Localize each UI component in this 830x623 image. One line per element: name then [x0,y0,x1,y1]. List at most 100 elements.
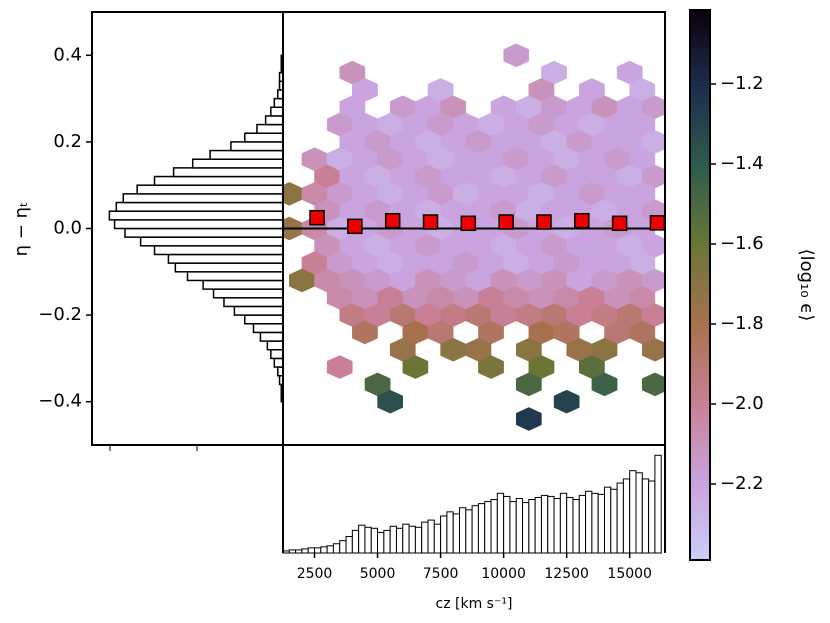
x-hist-bar [314,547,322,554]
x-hist-bar [610,488,618,554]
y-hist-bar [259,331,284,342]
y-tick-label: 0.4 [53,44,82,65]
x-hist-bar [389,525,397,554]
x-hist-bar [534,496,542,554]
x-hist-bar [414,526,423,554]
x-hist-bar [503,495,511,554]
x-hist-bar [566,496,574,554]
y-hist-bar [124,227,284,238]
y-hist-bar [266,340,284,351]
y-hist-bar [209,149,284,160]
x-hist-bar [603,486,612,554]
x-hist-bar [648,480,656,554]
y-hist-bar [270,348,284,360]
y-hist-bar [115,201,284,212]
x-hist-bar [301,548,309,554]
x-hist-bar [345,536,353,554]
x-hist-bar [452,513,461,554]
median-marker [384,212,401,229]
hexbin-cell [591,372,618,397]
x-axis-label: cz [km s⁻¹] [436,596,513,612]
median-marker [460,215,477,232]
y-hist-bar [202,279,284,290]
y-hist-bar [212,288,284,299]
x-tick-label: 7500 [423,566,459,582]
x-tick-label: 15000 [607,566,652,582]
median-marker [649,215,666,231]
x-hist-bar [591,492,599,554]
median-marker [611,215,628,232]
x-hist-bar [402,523,410,554]
y-hist-bar [270,106,284,117]
median-marker [347,218,363,235]
y-hist-bar [174,262,284,273]
x-hist-bar [358,524,366,554]
median-marker [422,214,439,230]
y-hist-bar [191,158,284,169]
y-hist-bar [264,115,284,126]
y-hist-bar [230,141,284,152]
y-hist-bar [153,175,284,186]
colorbar-tick-label: −1.6 [720,233,764,254]
x-hist-bar [578,494,587,554]
x-hist-bar [484,501,492,554]
x-hist-bar [635,472,643,554]
y-hist-bar [252,323,284,334]
y-tick-label: −0.2 [38,304,82,325]
x-hist-bar [597,493,605,554]
hexbin-layer [283,43,665,431]
hexbin-cell [515,407,542,431]
colorbar-tick-label: −1.4 [720,153,764,174]
y-hist-bar [186,271,284,282]
hexbin-cell [553,389,580,414]
y-hist-bar [273,97,284,109]
x-tick-label: 12500 [544,566,589,582]
x-hist-bar [370,527,379,554]
y-hist-bar [167,253,284,264]
x-hist-bar [351,529,360,554]
x-hist-bar [629,470,637,554]
y-axis-label: η − ηₜ [11,202,32,257]
hexbin-cell [503,43,530,68]
colorbar-tick-label: −2.2 [720,473,764,494]
y-tick-label: 0.2 [53,131,82,152]
x-tick-label: 5000 [360,566,396,582]
x-tick-label: 2500 [297,566,333,582]
x-hist-bar [465,509,473,554]
x-hist-bar [383,529,391,554]
y-hist-bar [223,297,284,308]
median-marker [309,209,325,226]
x-hist-bar [559,492,568,554]
colorbar-label: ⟨log₁₀ ϵ⟩ [796,249,817,322]
median-marker [574,212,590,229]
x-hist-bar [528,499,536,554]
y-hist-bar [172,167,284,178]
x-hist-bar [496,492,505,554]
hexbin-cell [326,355,353,379]
colorbar [689,9,711,561]
hexbin-cell [352,320,378,345]
x-hist-bar [433,523,442,554]
y-hist-bar [113,219,284,230]
colorbar-tick-label: −1.8 [720,313,764,334]
x-hist-bar [288,549,297,554]
x-hist-bar [515,497,524,554]
median-marker [536,214,552,230]
x-hist-bar [572,499,580,554]
x-hist-bar [641,478,650,554]
y-tick-label: 0.0 [53,218,82,239]
x-hist-bar [446,511,454,554]
x-hist-bar [339,540,347,554]
hexbin-cell [377,389,404,414]
y-hist-bar [153,245,284,256]
y-hist-bar [108,210,284,221]
x-hist-bar [654,454,662,554]
y-hist-bar [244,132,284,143]
colorbar-tick-label: −1.2 [720,73,764,94]
x-hist-bar [459,507,467,554]
y-tick-label: −0.4 [38,391,82,412]
hexbin-cell [478,355,504,379]
x-hist-bar [320,546,328,554]
x-hist-bar [421,521,429,554]
